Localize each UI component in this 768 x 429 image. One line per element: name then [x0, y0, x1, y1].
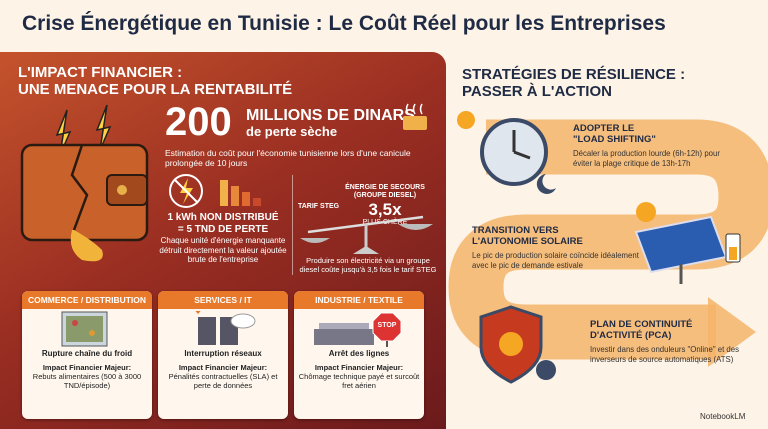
strategy: PLAN DE CONTINUITÉ D'ACTIVITÉ (PCA) Inves… [590, 319, 740, 364]
diesel-description: Produire son électricité via un groupe d… [299, 256, 437, 274]
strategy-description: Décaler la production lourde (6h-12h) po… [573, 148, 720, 168]
sector-impact: Impact Financier Majeur: Chômage techniqu… [298, 363, 420, 390]
strategy-description: Investir dans des onduleurs "Online" et … [590, 344, 739, 364]
sector-card: COMMERCE / DISTRIBUTION Rupture chaîne d… [22, 291, 152, 419]
impact-text: Chômage technique payé et surcoût fret a… [298, 372, 420, 390]
heading-line: UNE MENACE POUR LA RENTABILITÉ [18, 81, 293, 99]
headline-description: Estimation du coût pour l'économie tunis… [165, 148, 411, 169]
sector-event: Interruption réseaux [184, 349, 262, 358]
footer-brand: NotebookLM [700, 412, 746, 421]
headline-number: 200 [165, 100, 232, 144]
title-line: TRANSITION VERS [472, 225, 559, 236]
sector-impact: Impact Financier Majeur: Rebuts alimentai… [26, 363, 148, 390]
sector-event: Rupture chaîne du froid [41, 349, 133, 358]
headline-subunit: de perte sèche [246, 124, 338, 139]
server-icon [195, 311, 256, 345]
sector-card: INDUSTRIE / TEXTILE STOP Arrêt des ligne… [294, 291, 424, 419]
kwh-icons [169, 174, 261, 208]
sector-name: INDUSTRIE / TEXTILE [294, 291, 424, 309]
diesel-label: ÉNERGIE DE SECOURS (GROUPE DIESEL) [345, 184, 425, 200]
diesel-label-line: (GROUPE DIESEL) [353, 192, 417, 200]
headline-unit: MILLIONS DE DINARS [246, 107, 415, 124]
title-line: L'AUTONOMIE SOLAIRE [472, 235, 583, 247]
sector-impact: Impact Financier Majeur: Pénalités contra… [162, 363, 284, 390]
kwh-title: 1 kWh NON DISTRIBUÉ = 5 TND DE PERTE [158, 212, 288, 235]
heat-icon [403, 103, 427, 130]
kwh-title-line: 1 kWh NON DISTRIBUÉ [167, 212, 279, 223]
heading-line: STRATÉGIES DE RÉSILIENCE : [462, 66, 686, 83]
strategy: TRANSITION VERS L'AUTONOMIE SOLAIRE Le pi… [472, 225, 642, 270]
kwh-description: Chaque unité d'énergie manquante détruit… [159, 236, 287, 265]
scale-icon [300, 215, 433, 254]
strategies-heading: STRATÉGIES DE RÉSILIENCE : PASSER À L'AC… [462, 66, 685, 101]
multiplier: 3,5x [368, 200, 402, 219]
title: Crise Énergétique en Tunisie : Le Coût R… [22, 12, 666, 35]
resilience-path [448, 111, 768, 384]
impact-label: Impact Financier Majeur: [314, 363, 404, 372]
title-line: "LOAD SHIFTING" [573, 133, 656, 145]
factory-icon [314, 312, 402, 347]
impact-text: Rebuts alimentaires (500 à 3000 TND/épis… [32, 372, 142, 390]
fridge-icon [61, 311, 108, 347]
sector-event: Arrêt des lignes [328, 349, 390, 358]
sector-card: SERVICES / IT Interruption réseaux Impac… [158, 291, 288, 419]
strategy-title: TRANSITION VERS L'AUTONOMIE SOLAIRE [472, 225, 642, 248]
stop-sign: STOP [377, 322, 397, 329]
title-line: PLAN DE CONTINUITÉ [590, 319, 693, 330]
wallet-icon [20, 104, 149, 262]
heading-line: PASSER À L'ACTION [462, 83, 612, 101]
title-line: D'ACTIVITÉ (PCA) [590, 329, 672, 341]
strategy-title: PLAN DE CONTINUITÉ D'ACTIVITÉ (PCA) [590, 319, 740, 342]
impact-label: Impact Financier Majeur: [42, 363, 132, 372]
kwh-title-line: = 5 TND DE PERTE [177, 223, 269, 235]
diesel-label-line: ÉNERGIE DE SECOURS [345, 184, 425, 191]
impact-heading: L'IMPACT FINANCIER : UNE MENACE POUR LA … [18, 64, 292, 99]
strategy-description: Le pic de production solaire coïncide id… [472, 250, 639, 270]
sector-name: COMMERCE / DISTRIBUTION [22, 291, 152, 309]
strategy: ADOPTER LE "LOAD SHIFTING" Décaler la pro… [573, 123, 723, 168]
steg-label: TARIF STEG [298, 203, 340, 210]
impact-label: Impact Financier Majeur: [178, 363, 268, 372]
strategy-title: ADOPTER LE "LOAD SHIFTING" [573, 123, 723, 146]
sector-name: SERVICES / IT [158, 291, 288, 309]
title-line: ADOPTER LE [573, 123, 635, 134]
heading-line: L'IMPACT FINANCIER : [18, 64, 183, 81]
impact-text: Pénalités contractuelles (SLA) et perte … [168, 372, 278, 390]
divider [292, 175, 293, 275]
